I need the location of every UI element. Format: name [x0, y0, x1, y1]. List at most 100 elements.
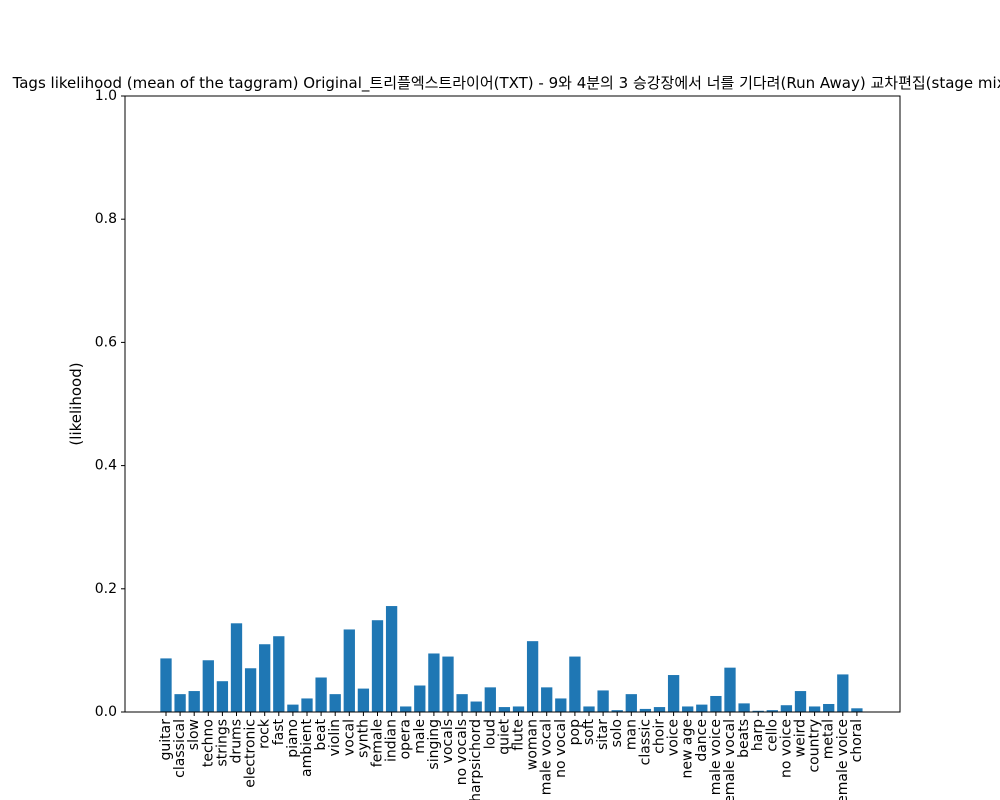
bar-cello [766, 710, 778, 712]
bar-piano [287, 704, 299, 712]
x-tick-label: no vocals [454, 719, 470, 785]
bar-choral [851, 708, 863, 712]
bar-male-vocal [541, 687, 553, 712]
x-tick-label: classic [637, 719, 653, 765]
bar-pop [569, 656, 581, 712]
x-tick-label: singing [426, 719, 442, 770]
bar-metal [823, 703, 835, 712]
bar-choir [653, 707, 666, 712]
bar-loud [484, 687, 496, 712]
x-tick-label: country [807, 719, 823, 773]
y-tick-label: 0.0 [95, 704, 117, 720]
x-tick-label: male [412, 719, 428, 754]
bar-male [414, 685, 426, 712]
bars-group [160, 606, 863, 712]
chart-title: Tags likelihood (mean of the taggram) Or… [12, 74, 1000, 93]
bar-beats [738, 703, 750, 712]
x-tick-label: cello [764, 719, 780, 752]
bar-opera [400, 706, 412, 712]
bar-classic [639, 708, 652, 712]
y-tick-label: 0.6 [95, 334, 117, 350]
x-tick-label: new age [680, 719, 696, 778]
bar-sitar [597, 690, 609, 712]
y-tick-label: 0.4 [95, 458, 117, 474]
x-tick-label: vocal [341, 719, 357, 756]
x-tick-label: piano [285, 719, 301, 758]
x-tick-label: weird [793, 719, 809, 757]
x-tick-label: quiet [496, 719, 512, 755]
bar-rock [259, 644, 271, 712]
y-axis: 0.0 0.2 0.4 0.6 0.8 1.0 [95, 88, 125, 720]
x-tick-label: metal [821, 719, 837, 759]
bar-slow [188, 691, 200, 712]
bar-electronic [244, 668, 257, 712]
bar-male-voice [710, 695, 722, 712]
x-tick-label: ambient [299, 718, 315, 776]
x-tick-label: no voice [778, 719, 794, 778]
bar-dance [696, 704, 708, 712]
x-tick-label: flute [511, 719, 527, 751]
bar-no-voice [780, 705, 793, 712]
x-tick-label: sitar [595, 719, 611, 750]
bar-new-age [682, 706, 694, 712]
y-tick-label: 0.2 [95, 581, 117, 597]
x-tick-label: strings [214, 719, 230, 766]
bar-techno [202, 660, 214, 712]
x-tick-label: drums [229, 719, 245, 763]
x-tick-label: woman [525, 719, 541, 770]
bar-man [625, 694, 637, 712]
bar-guitar [160, 658, 172, 712]
bar-harp [752, 710, 764, 712]
x-tick-label: techno [200, 719, 216, 767]
x-tick-label: male voice [708, 719, 724, 795]
y-tick-label: 1.0 [95, 88, 117, 104]
x-tick-label: no vocal [553, 719, 569, 778]
x-tick-label: voice [666, 719, 682, 756]
y-tick-label: 0.8 [95, 211, 117, 227]
x-tick-label: choir [652, 719, 668, 754]
x-tick-label: female voice [835, 719, 851, 800]
bar-classical [174, 694, 186, 712]
x-tick-label: female vocal [722, 719, 738, 800]
x-tick-label: soft [581, 718, 597, 745]
bar-drums [230, 623, 243, 712]
x-tick-label: harp [750, 719, 766, 751]
bar-soft [583, 706, 595, 712]
plot-frame [124, 95, 901, 713]
x-tick-label: pop [567, 719, 583, 745]
bar-female-voice [837, 674, 849, 712]
y-axis-label: (likelihood) [67, 362, 85, 445]
bar-violin [329, 694, 341, 712]
bar-weird [794, 691, 807, 712]
bar-female [371, 620, 384, 712]
bar-vocal [343, 629, 355, 712]
bar-solo [611, 710, 623, 712]
x-tick-label: electronic [243, 719, 259, 788]
bar-singing [428, 653, 440, 712]
bar-woman [526, 641, 539, 712]
bar-flute [512, 706, 525, 712]
x-tick-label: rock [257, 718, 273, 749]
x-tick-label: violin [327, 719, 343, 756]
x-tick-label: harpsichord [468, 719, 484, 800]
x-tick-label: fast [271, 718, 287, 745]
x-tick-label: classical [172, 719, 188, 778]
bar-beat [315, 677, 327, 712]
x-tick-label: vocals [440, 719, 456, 763]
bar-ambient [301, 698, 313, 712]
x-tick-label: male vocal [539, 719, 555, 795]
x-tick-label: loud [482, 719, 498, 749]
x-tick-label: opera [398, 719, 414, 759]
x-axis: guitarclassicalslowtechnostringsdrumsele… [158, 712, 865, 800]
bar-indian [385, 606, 398, 712]
bar-vocals [442, 656, 454, 712]
x-tick-label: dance [694, 719, 710, 762]
bar-country [808, 706, 821, 712]
x-tick-label: indian [384, 719, 400, 762]
x-tick-label: choral [849, 719, 865, 762]
bar-no-vocals [456, 694, 468, 712]
bar-strings [216, 681, 229, 712]
bar-quiet [498, 707, 511, 712]
bar-synth [357, 688, 370, 712]
